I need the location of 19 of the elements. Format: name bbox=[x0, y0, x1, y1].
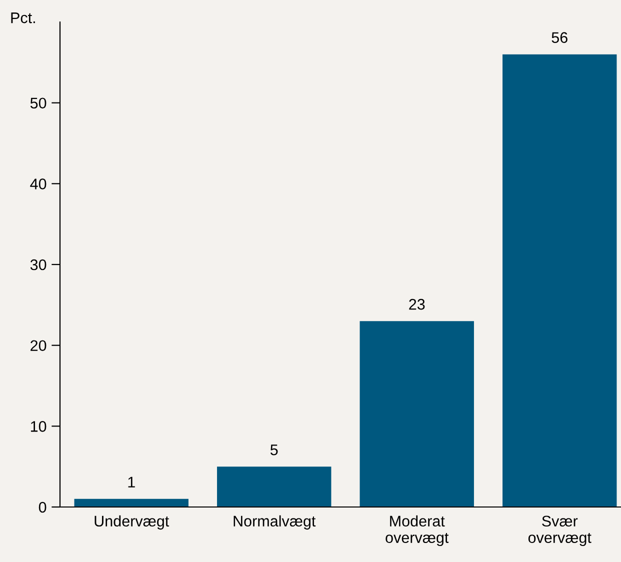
data-label: 1 bbox=[128, 476, 135, 488]
y-tick-label: 40 bbox=[30, 178, 46, 190]
y-tick-label: 50 bbox=[30, 98, 46, 109]
bar bbox=[360, 321, 474, 507]
x-tick-label: Normalvægt bbox=[234, 515, 316, 530]
data-label: 5 bbox=[270, 444, 278, 456]
y-tick-label: 10 bbox=[30, 421, 46, 432]
bar bbox=[502, 54, 617, 507]
y-tick-label: 0 bbox=[38, 502, 46, 513]
bar bbox=[217, 466, 332, 507]
y-axis-title: Pct. bbox=[11, 12, 35, 24]
x-tick-label: Svær overvægt bbox=[528, 516, 592, 546]
y-tick-label: 20 bbox=[30, 340, 46, 352]
data-label: 56 bbox=[552, 32, 568, 43]
x-tick-label: Moderat overvægt bbox=[386, 515, 449, 546]
y-tick-label: 30 bbox=[30, 259, 46, 270]
x-tick-label: Undervægt bbox=[94, 515, 170, 530]
data-label: 23 bbox=[409, 298, 425, 310]
bar bbox=[74, 498, 188, 507]
